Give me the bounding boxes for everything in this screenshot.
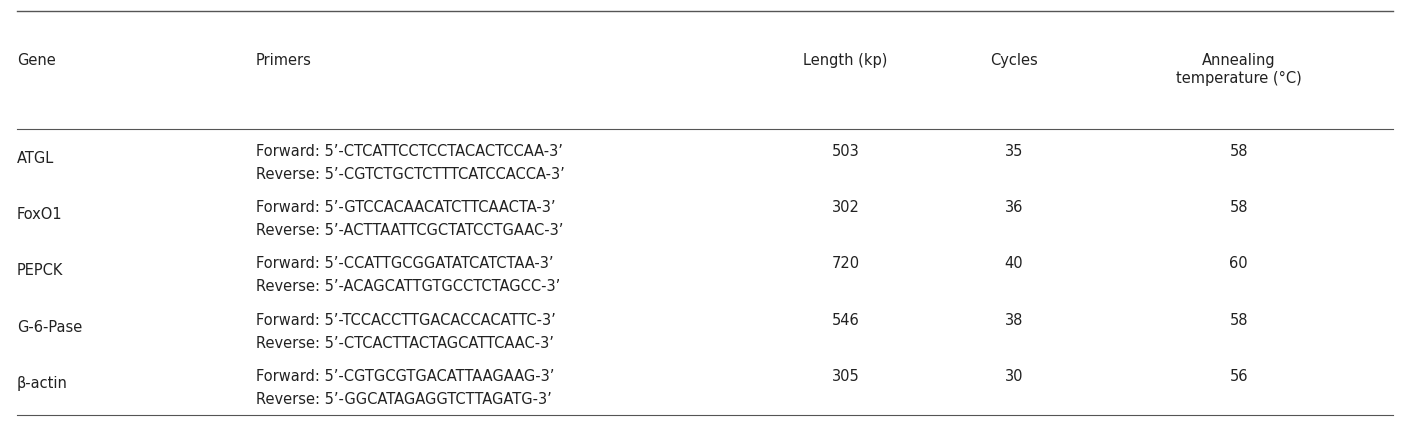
Text: Reverse: 5’-CGTCTGCTCTTTCATCCACCA-3’: Reverse: 5’-CGTCTGCTCTTTCATCCACCA-3’: [255, 167, 564, 182]
Text: ATGL: ATGL: [17, 150, 54, 166]
Text: PEPCK: PEPCK: [17, 263, 63, 278]
Text: 58: 58: [1230, 144, 1248, 158]
Text: Reverse: 5’-CTCACTTACTAGCATTCAAC-3’: Reverse: 5’-CTCACTTACTAGCATTCAAC-3’: [255, 336, 554, 351]
Text: Annealing
temperature (°C): Annealing temperature (°C): [1176, 53, 1301, 86]
Text: Cycles: Cycles: [990, 53, 1038, 68]
Text: 60: 60: [1230, 256, 1248, 271]
Text: 58: 58: [1230, 200, 1248, 215]
Text: 302: 302: [832, 200, 859, 215]
Text: β-actin: β-actin: [17, 376, 68, 391]
Text: 36: 36: [1005, 200, 1024, 215]
Text: G-6-Pase: G-6-Pase: [17, 320, 82, 334]
Text: 30: 30: [1005, 369, 1024, 384]
Text: 35: 35: [1005, 144, 1024, 158]
Text: 38: 38: [1005, 313, 1024, 328]
Text: Forward: 5’-TCCACCTTGACACCACATTC-3’: Forward: 5’-TCCACCTTGACACCACATTC-3’: [255, 313, 556, 328]
Text: Forward: 5’-CGTGCGTGACATTAAGAAG-3’: Forward: 5’-CGTGCGTGACATTAAGAAG-3’: [255, 369, 554, 384]
Text: 56: 56: [1230, 369, 1248, 384]
Text: 305: 305: [832, 369, 859, 384]
Text: FoxO1: FoxO1: [17, 207, 62, 222]
Text: 503: 503: [832, 144, 859, 158]
Text: 546: 546: [832, 313, 859, 328]
Text: 58: 58: [1230, 313, 1248, 328]
Text: Primers: Primers: [255, 53, 312, 68]
Text: Forward: 5’-CCATTGCGGATATCATCTAA-3’: Forward: 5’-CCATTGCGGATATCATCTAA-3’: [255, 256, 553, 271]
Text: 720: 720: [832, 256, 860, 271]
Text: 40: 40: [1005, 256, 1024, 271]
Text: Reverse: 5’-ACAGCATTGTGCCTCTAGCC-3’: Reverse: 5’-ACAGCATTGTGCCTCTAGCC-3’: [255, 279, 560, 294]
Text: Length (kp): Length (kp): [804, 53, 888, 68]
Text: Reverse: 5’-ACTTAATTCGCTATCCTGAAC-3’: Reverse: 5’-ACTTAATTCGCTATCCTGAAC-3’: [255, 223, 563, 238]
Text: Reverse: 5’-GGCATAGAGGTCTTAGATG-3’: Reverse: 5’-GGCATAGAGGTCTTAGATG-3’: [255, 392, 551, 407]
Text: Gene: Gene: [17, 53, 55, 68]
Text: Forward: 5’-GTCCACAACATCTTCAACTA-3’: Forward: 5’-GTCCACAACATCTTCAACTA-3’: [255, 200, 556, 215]
Text: Forward: 5’-CTCATTCCTCCTACACTCCAA-3’: Forward: 5’-CTCATTCCTCCTACACTCCAA-3’: [255, 144, 563, 158]
